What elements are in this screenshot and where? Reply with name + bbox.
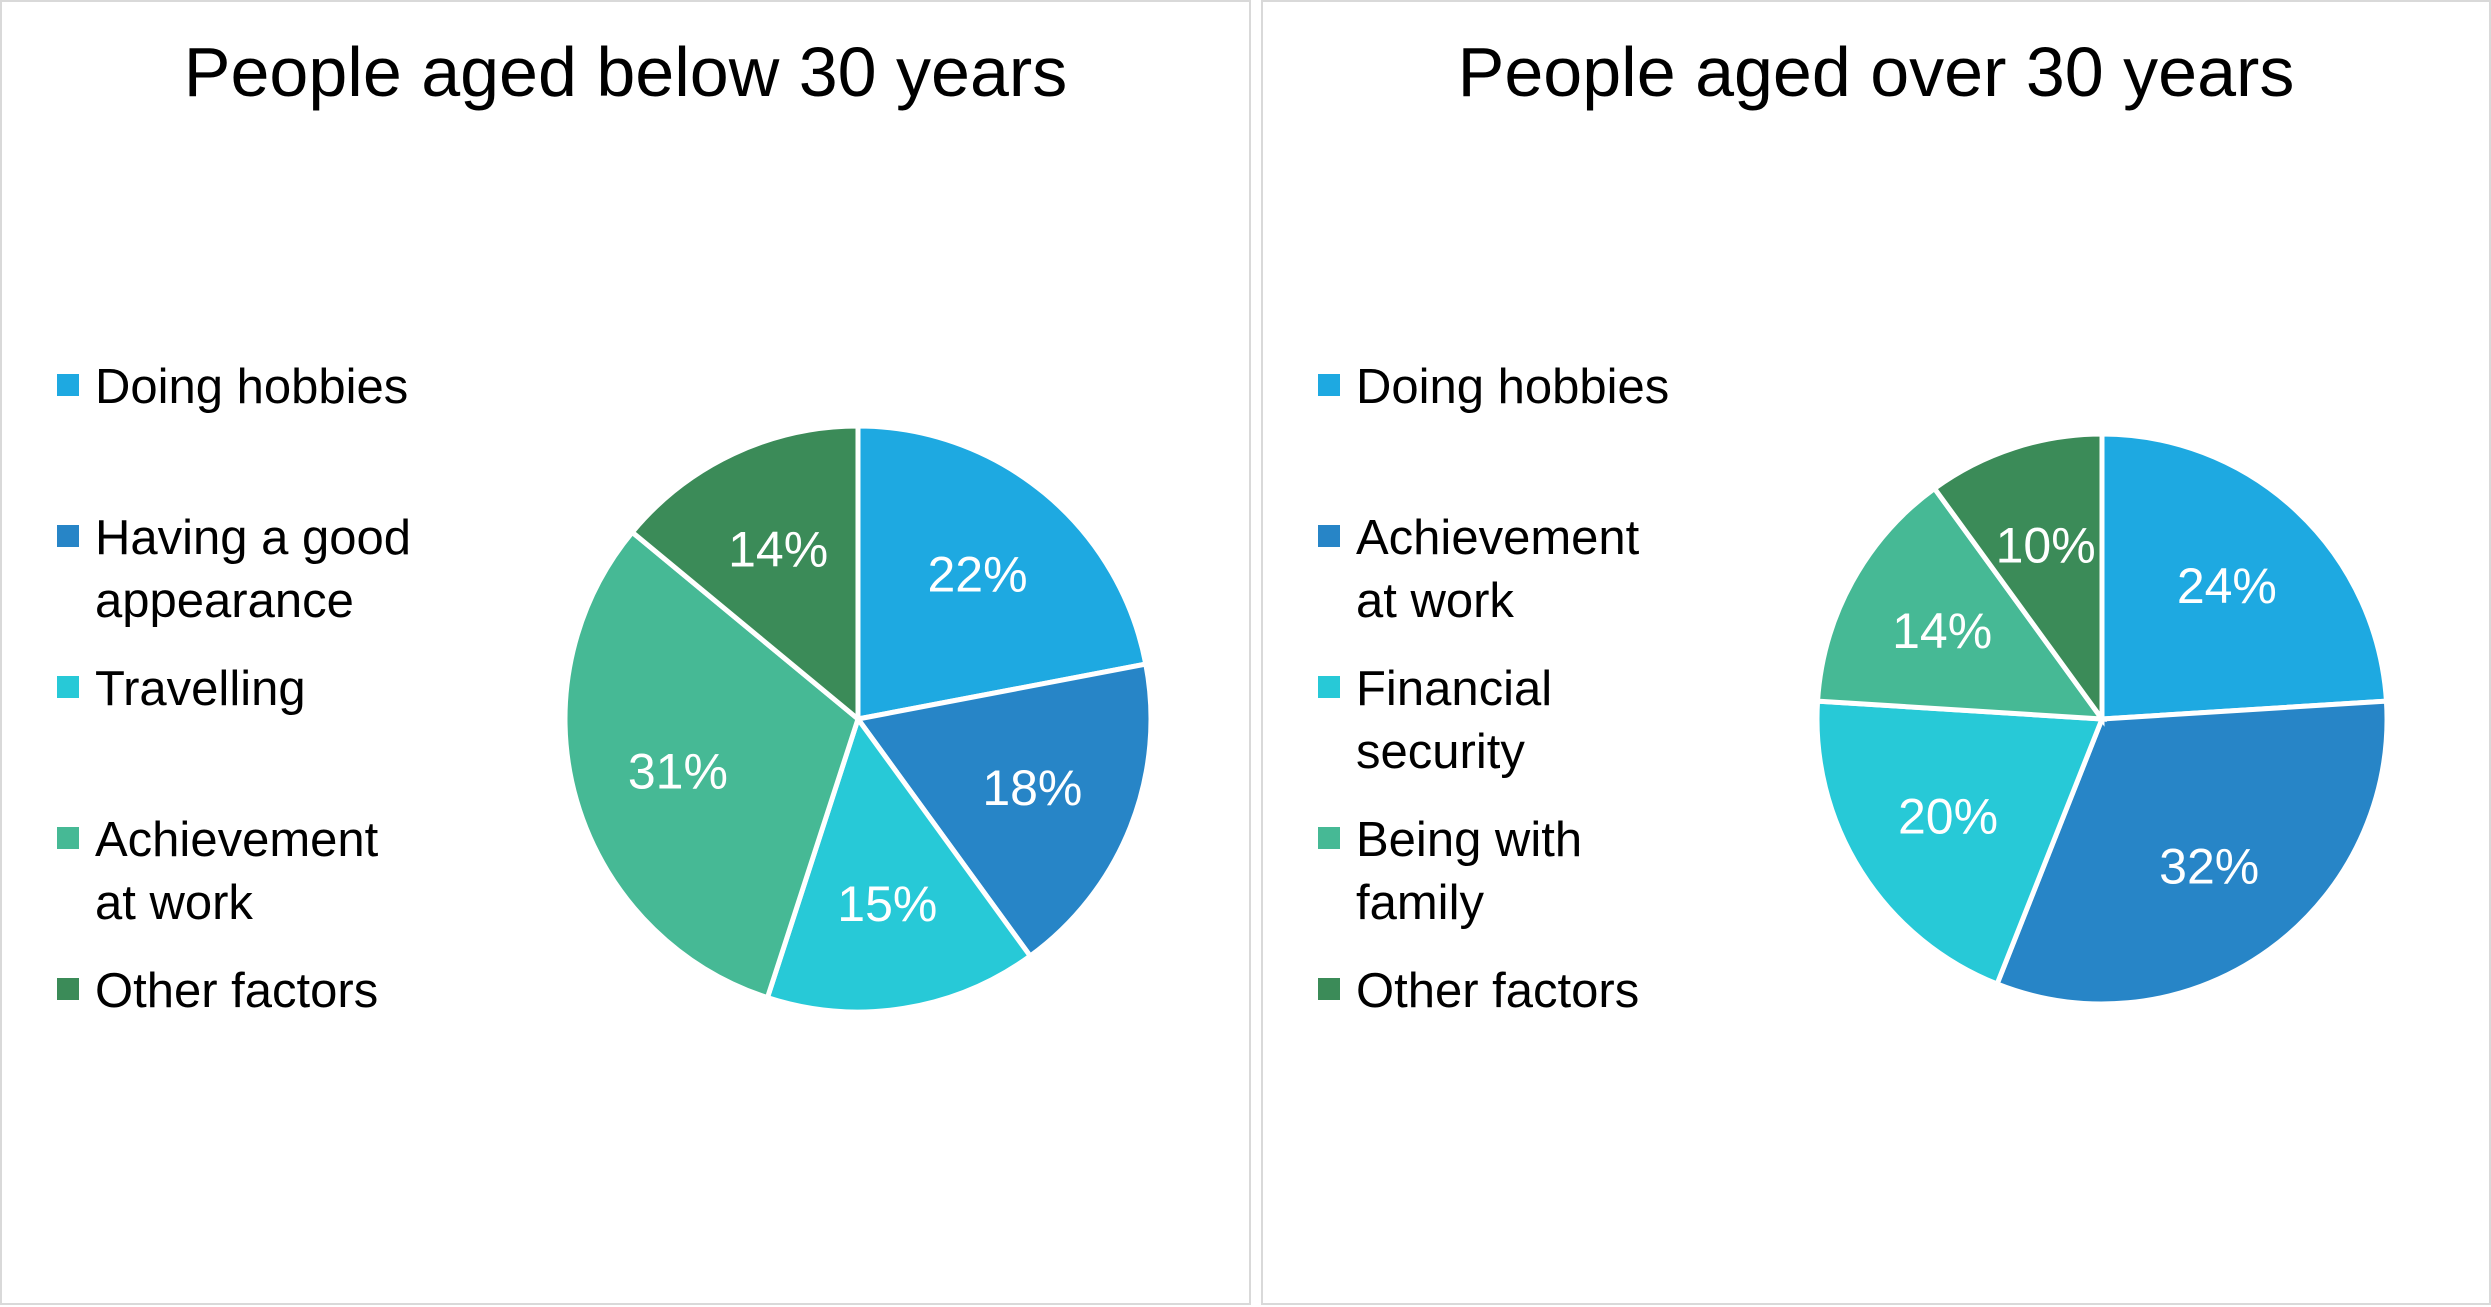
pie-data-label: 20% — [1898, 789, 1998, 845]
legend-swatch — [57, 374, 79, 396]
pie-data-label: 14% — [1892, 603, 1992, 659]
chart-panel-below-30: People aged below 30 years Doing hobbies… — [0, 0, 1251, 1305]
pie-data-label: 10% — [1996, 518, 2096, 574]
pie-slice — [562, 528, 861, 1001]
legend-swatch — [1318, 525, 1340, 547]
legend-label: Other factors — [1356, 964, 1640, 1018]
legend-swatch — [57, 676, 79, 698]
legend-swatch — [1318, 676, 1340, 698]
pie-slice — [628, 423, 861, 725]
legend-swatch — [1318, 374, 1340, 396]
pie-data-label: 14% — [728, 521, 828, 577]
legend-swatch — [57, 978, 79, 1000]
legend-label: Being with family — [1356, 813, 1583, 930]
legend-label: Having a good appearance — [95, 511, 412, 628]
legend-label: Doing hobbies — [1356, 360, 1670, 414]
legend-swatch — [57, 827, 79, 849]
pie-slice — [1930, 431, 2105, 727]
chart-title: People aged over 30 years — [1457, 33, 2295, 111]
legend-label: Other factors — [95, 964, 379, 1018]
pie-data-label: 22% — [927, 547, 1027, 603]
pie-data-label: 32% — [2159, 839, 2259, 895]
pie-data-label: 15% — [837, 876, 937, 932]
chart-panel-over-30: People aged over 30 years Doing hobbies … — [1261, 0, 2491, 1305]
pie-data-label: 18% — [982, 760, 1082, 816]
legend-swatch — [1318, 827, 1340, 849]
pie-slice — [1993, 698, 2390, 1007]
pie-slice — [1814, 484, 2108, 722]
pie-slice — [1814, 698, 2106, 988]
legend-label: Achievement at work — [1356, 511, 1640, 628]
legend-label: Doing hobbies — [95, 360, 409, 414]
pie-chart: 22% 18% 15% 31% 14% — [562, 423, 1154, 1015]
pie-slice — [2099, 431, 2390, 722]
legend-swatch — [1318, 978, 1340, 1000]
pie-slice — [855, 423, 1149, 723]
pie-slice — [853, 661, 1154, 960]
pie-data-label: 31% — [628, 743, 728, 799]
legend-label: Financial security — [1356, 662, 1553, 779]
pie-data-label: 24% — [2177, 558, 2277, 614]
pie-chart: 24% 32% 20% 14%10% — [1814, 431, 2390, 1007]
legend-swatch — [57, 525, 79, 547]
legend-label: Achievement at work — [95, 813, 379, 930]
legend-label: Travelling — [95, 662, 306, 716]
chart-title: People aged below 30 years — [183, 33, 1068, 111]
pie-slice — [764, 713, 1034, 1015]
